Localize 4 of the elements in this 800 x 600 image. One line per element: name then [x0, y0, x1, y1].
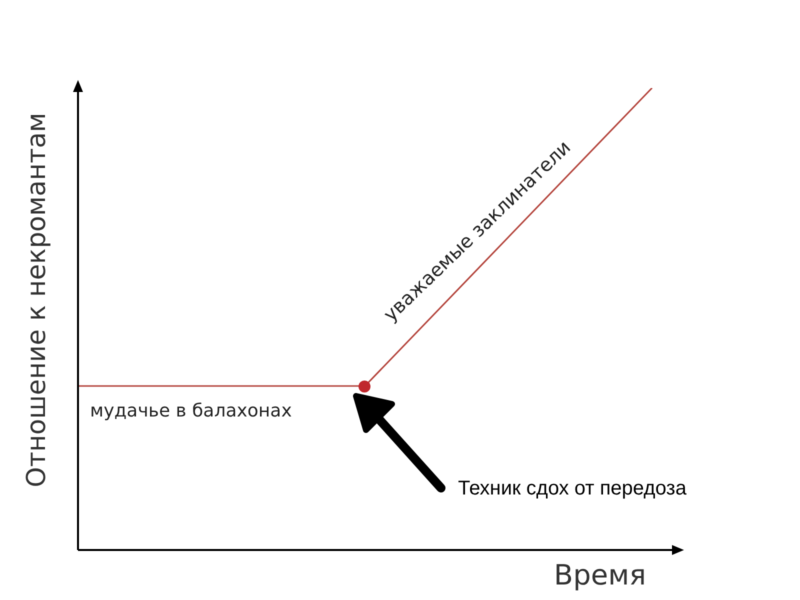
annotation: Техник сдох от передоза	[458, 478, 688, 500]
annotation: мудачье в балахонах	[90, 400, 292, 422]
y-axis-title: Отношение к некромантам	[22, 112, 52, 488]
x-axis-title: Время	[554, 558, 646, 592]
